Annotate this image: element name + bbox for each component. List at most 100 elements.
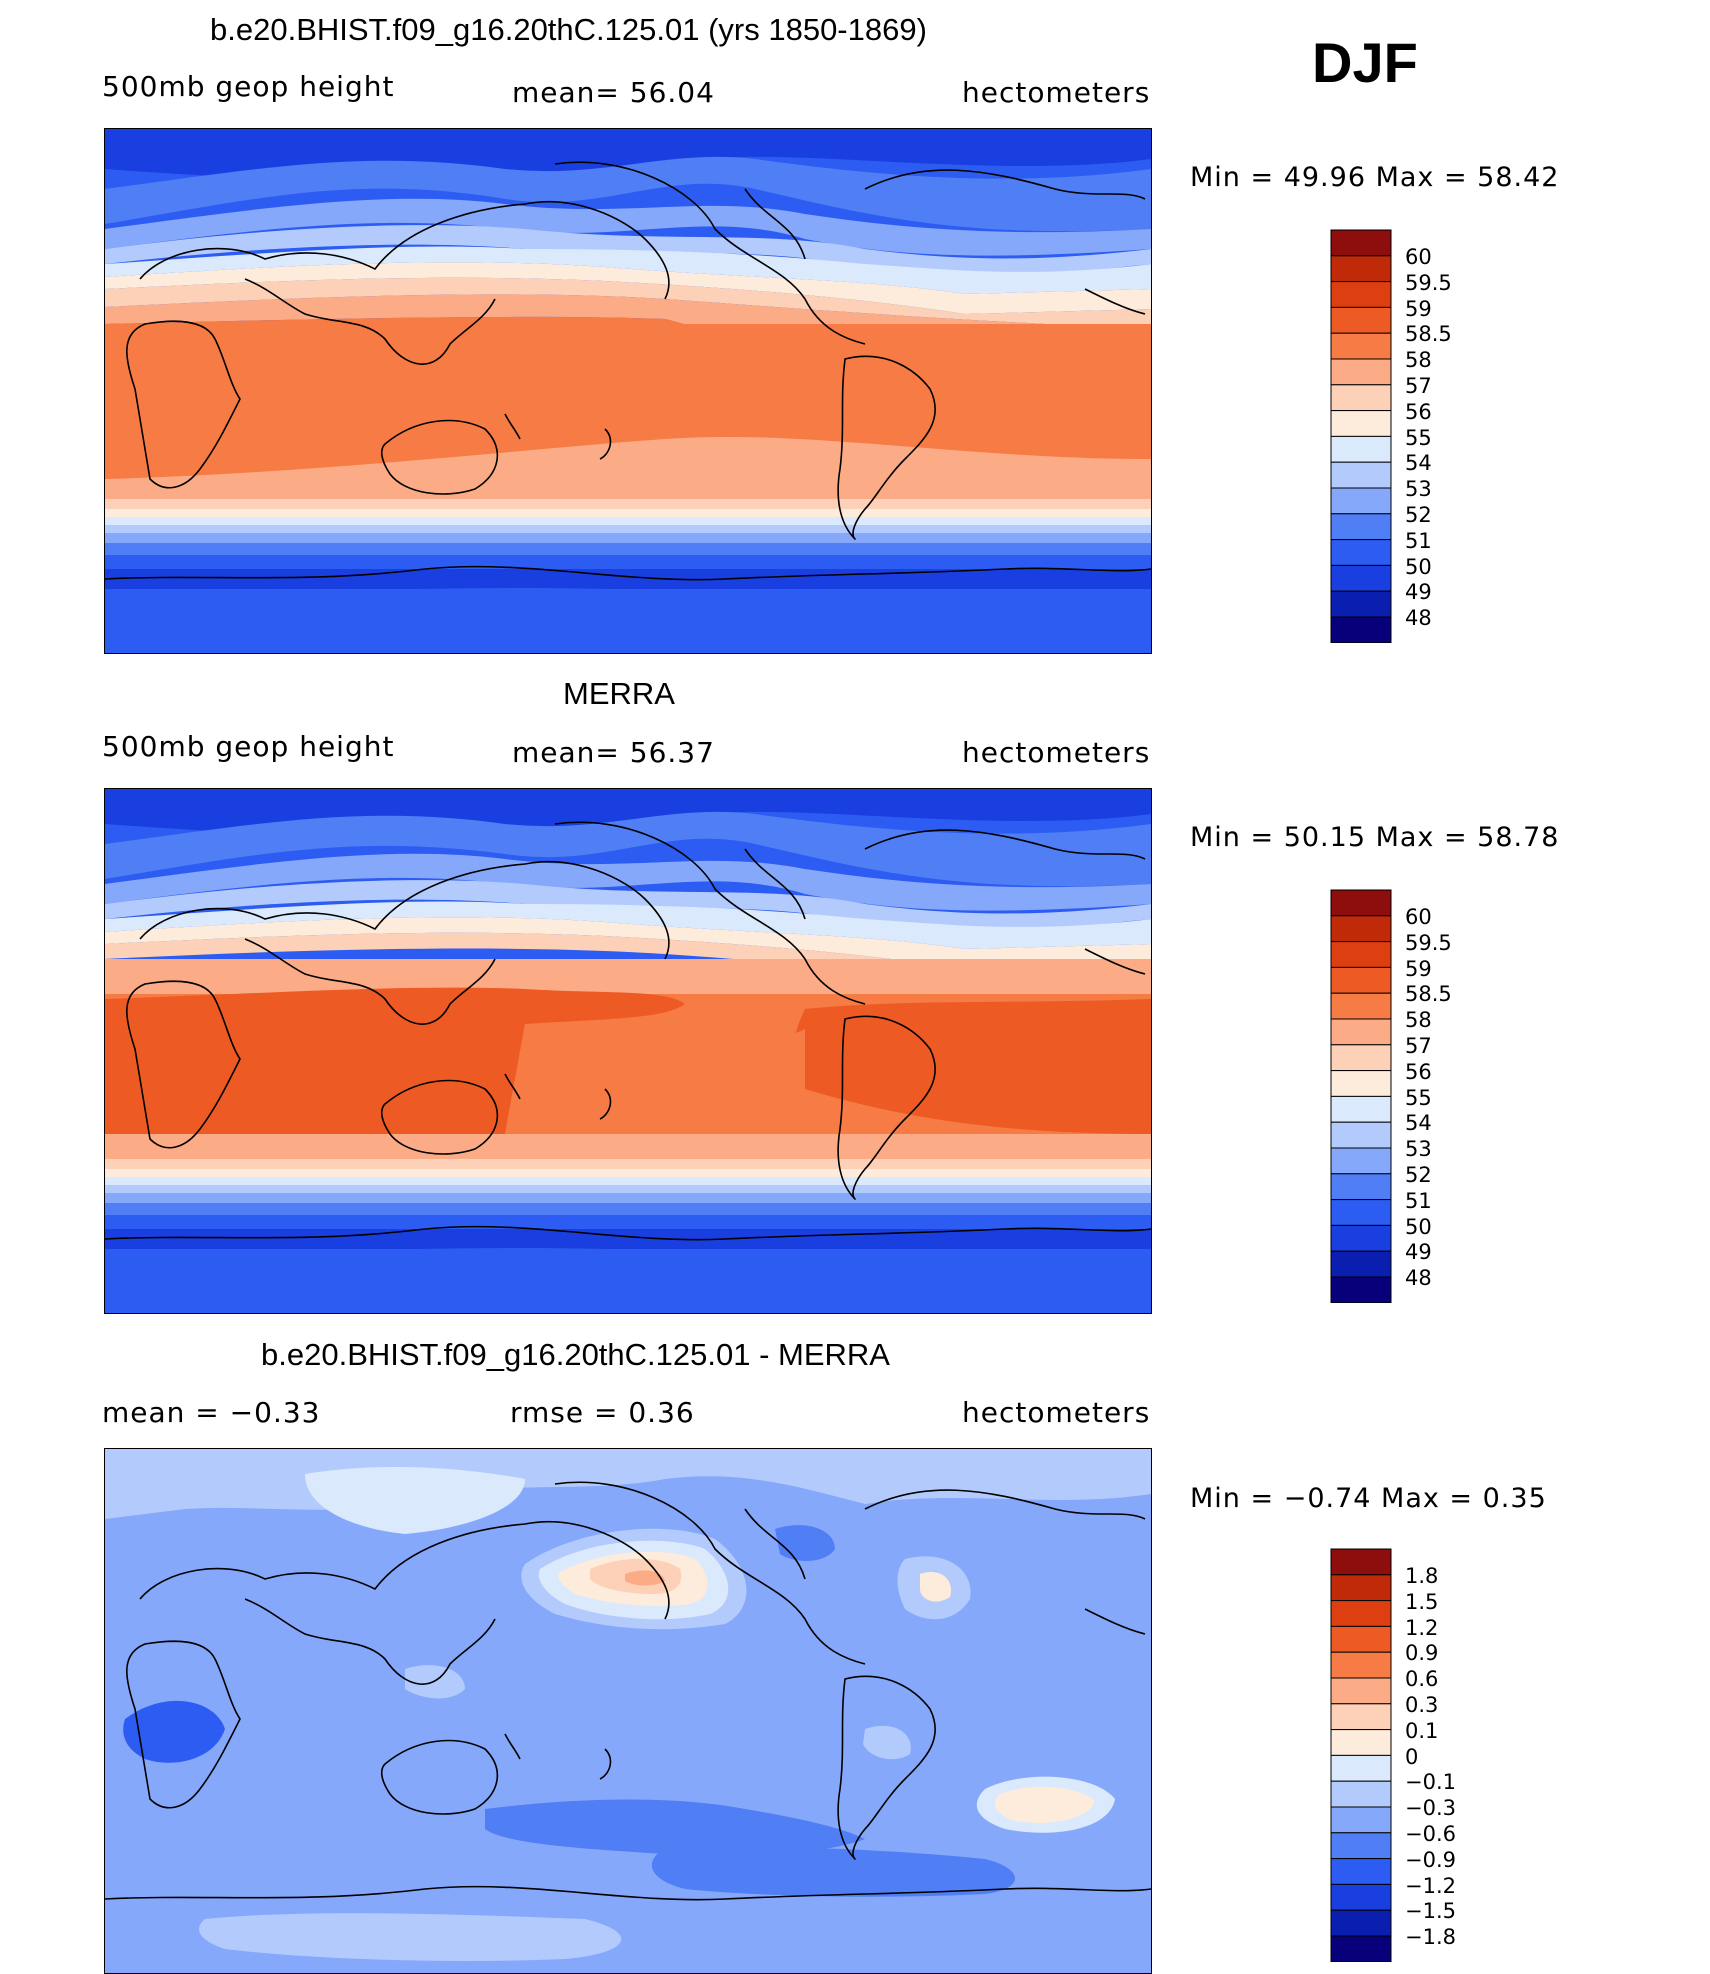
panel-2-title: MERRA bbox=[563, 676, 675, 711]
panel-1-map bbox=[104, 128, 1152, 654]
colorbar-label: −0.3 bbox=[1405, 1796, 1456, 1821]
colorbar-box bbox=[1330, 487, 1392, 515]
colorbar-box bbox=[1330, 1935, 1392, 1963]
colorbar-box bbox=[1330, 1095, 1392, 1123]
panel-3-units: hectometers bbox=[962, 1396, 1151, 1429]
colorbar-box bbox=[1330, 1729, 1392, 1756]
panel-3-coastlines bbox=[105, 1481, 1151, 1901]
panel-2-colorbar-boxes bbox=[1330, 889, 1392, 1304]
colorbar-box bbox=[1330, 1858, 1392, 1885]
panel-3-minmax: Min = −0.74 Max = 0.35 bbox=[1190, 1483, 1547, 1514]
colorbar-box bbox=[1330, 1677, 1392, 1705]
panel-2-units: hectometers bbox=[962, 736, 1151, 769]
colorbar-label: 1.8 bbox=[1405, 1564, 1439, 1588]
colorbar-label: 53 bbox=[1405, 477, 1432, 502]
colorbar-box bbox=[1330, 358, 1392, 386]
colorbar-box bbox=[1330, 1224, 1392, 1252]
colorbar-box bbox=[1330, 1754, 1392, 1782]
colorbar-label: 60 bbox=[1405, 905, 1432, 929]
colorbar-label: 49 bbox=[1405, 580, 1432, 605]
panel-2-coastlines bbox=[105, 821, 1151, 1241]
colorbar-label: 58.5 bbox=[1405, 322, 1452, 347]
colorbar-box bbox=[1330, 255, 1392, 283]
colorbar-label: 49 bbox=[1405, 1240, 1432, 1265]
colorbar-label: 0 bbox=[1405, 1744, 1419, 1769]
panel-1-mean: mean= 56.04 bbox=[512, 76, 715, 109]
colorbar-box bbox=[1330, 1121, 1392, 1149]
colorbar-label: −1.8 bbox=[1405, 1925, 1456, 1950]
colorbar-label: 55 bbox=[1405, 1085, 1432, 1110]
colorbar-label: 0.1 bbox=[1405, 1718, 1439, 1743]
panel-3-rmse: rmse = 0.36 bbox=[510, 1396, 695, 1429]
colorbar-box bbox=[1330, 1832, 1392, 1860]
colorbar-label: 51 bbox=[1405, 528, 1432, 553]
colorbar-label: 54 bbox=[1405, 451, 1432, 476]
colorbar-box bbox=[1330, 1651, 1392, 1679]
colorbar-label: 56 bbox=[1405, 399, 1432, 424]
colorbar-box bbox=[1330, 1199, 1392, 1226]
colorbar-label: 52 bbox=[1405, 503, 1432, 527]
colorbar-box bbox=[1330, 1574, 1392, 1602]
panel-1-units: hectometers bbox=[962, 76, 1151, 109]
colorbar-box bbox=[1330, 966, 1392, 994]
colorbar-box bbox=[1330, 539, 1392, 566]
colorbar-label: 0.6 bbox=[1405, 1667, 1439, 1692]
colorbar-box bbox=[1330, 1909, 1392, 1937]
colorbar-box bbox=[1330, 1070, 1392, 1097]
panel-1-title: b.e20.BHIST.f09_g16.20thC.125.01 (yrs 18… bbox=[210, 12, 927, 47]
colorbar-label: 0.3 bbox=[1405, 1693, 1439, 1717]
colorbar-label: 1.2 bbox=[1405, 1615, 1439, 1640]
colorbar-box bbox=[1330, 1625, 1392, 1653]
panel-1-field bbox=[105, 129, 1151, 653]
season-label: DJF bbox=[1312, 31, 1418, 94]
colorbar-label: −0.1 bbox=[1405, 1770, 1456, 1795]
colorbar-box bbox=[1330, 1703, 1392, 1731]
colorbar-label: 60 bbox=[1405, 245, 1432, 269]
panel-1-coastlines bbox=[105, 161, 1151, 581]
colorbar-label: 55 bbox=[1405, 425, 1432, 450]
colorbar-box bbox=[1330, 889, 1392, 917]
panel-3-field bbox=[105, 1449, 1151, 1973]
colorbar-box bbox=[1330, 1173, 1392, 1201]
panel-2-minmax: Min = 50.15 Max = 58.78 bbox=[1190, 822, 1560, 853]
panel-1-colorbar-boxes bbox=[1330, 229, 1392, 644]
colorbar-label: 59.5 bbox=[1405, 270, 1452, 295]
colorbar-label: −1.2 bbox=[1405, 1873, 1456, 1898]
colorbar-box bbox=[1330, 1600, 1392, 1627]
colorbar-box bbox=[1330, 513, 1392, 541]
colorbar-box bbox=[1330, 1806, 1392, 1834]
colorbar-label: 51 bbox=[1405, 1188, 1432, 1213]
colorbar-label: 52 bbox=[1405, 1163, 1432, 1187]
colorbar-label: 56 bbox=[1405, 1059, 1432, 1084]
colorbar-box bbox=[1330, 461, 1392, 489]
colorbar-box bbox=[1330, 590, 1392, 618]
panel-1-colorbar bbox=[1330, 229, 1392, 648]
panel-2-field bbox=[105, 789, 1151, 1313]
panel-2-map bbox=[104, 788, 1152, 1314]
colorbar-label: −0.9 bbox=[1405, 1847, 1456, 1872]
colorbar-label: 50 bbox=[1405, 554, 1432, 579]
colorbar-box bbox=[1330, 1018, 1392, 1046]
colorbar-box bbox=[1330, 1548, 1392, 1576]
colorbar-label: 59 bbox=[1405, 296, 1432, 321]
colorbar-box bbox=[1330, 410, 1392, 437]
colorbar-box bbox=[1330, 332, 1392, 360]
colorbar-box bbox=[1330, 281, 1392, 308]
colorbar-label: 54 bbox=[1405, 1111, 1432, 1136]
colorbar-label: 48 bbox=[1405, 1266, 1432, 1291]
colorbar-label: 1.5 bbox=[1405, 1589, 1439, 1614]
panel-3-mean: mean = −0.33 bbox=[102, 1396, 321, 1429]
colorbar-box bbox=[1330, 384, 1392, 412]
panel-1-minmax: Min = 49.96 Max = 58.42 bbox=[1190, 162, 1560, 193]
colorbar-box bbox=[1330, 915, 1392, 943]
colorbar-box bbox=[1330, 992, 1392, 1020]
colorbar-label: −1.5 bbox=[1405, 1899, 1456, 1924]
panel-3-title: b.e20.BHIST.f09_g16.20thC.125.01 - MERRA bbox=[261, 1337, 890, 1372]
panel-3-map bbox=[104, 1448, 1152, 1974]
panel-2-colorbar bbox=[1330, 889, 1392, 1308]
colorbar-box bbox=[1330, 1250, 1392, 1278]
colorbar-box bbox=[1330, 1780, 1392, 1808]
colorbar-label: 58 bbox=[1405, 348, 1432, 373]
colorbar-label: 50 bbox=[1405, 1214, 1432, 1239]
colorbar-label: 48 bbox=[1405, 606, 1432, 631]
